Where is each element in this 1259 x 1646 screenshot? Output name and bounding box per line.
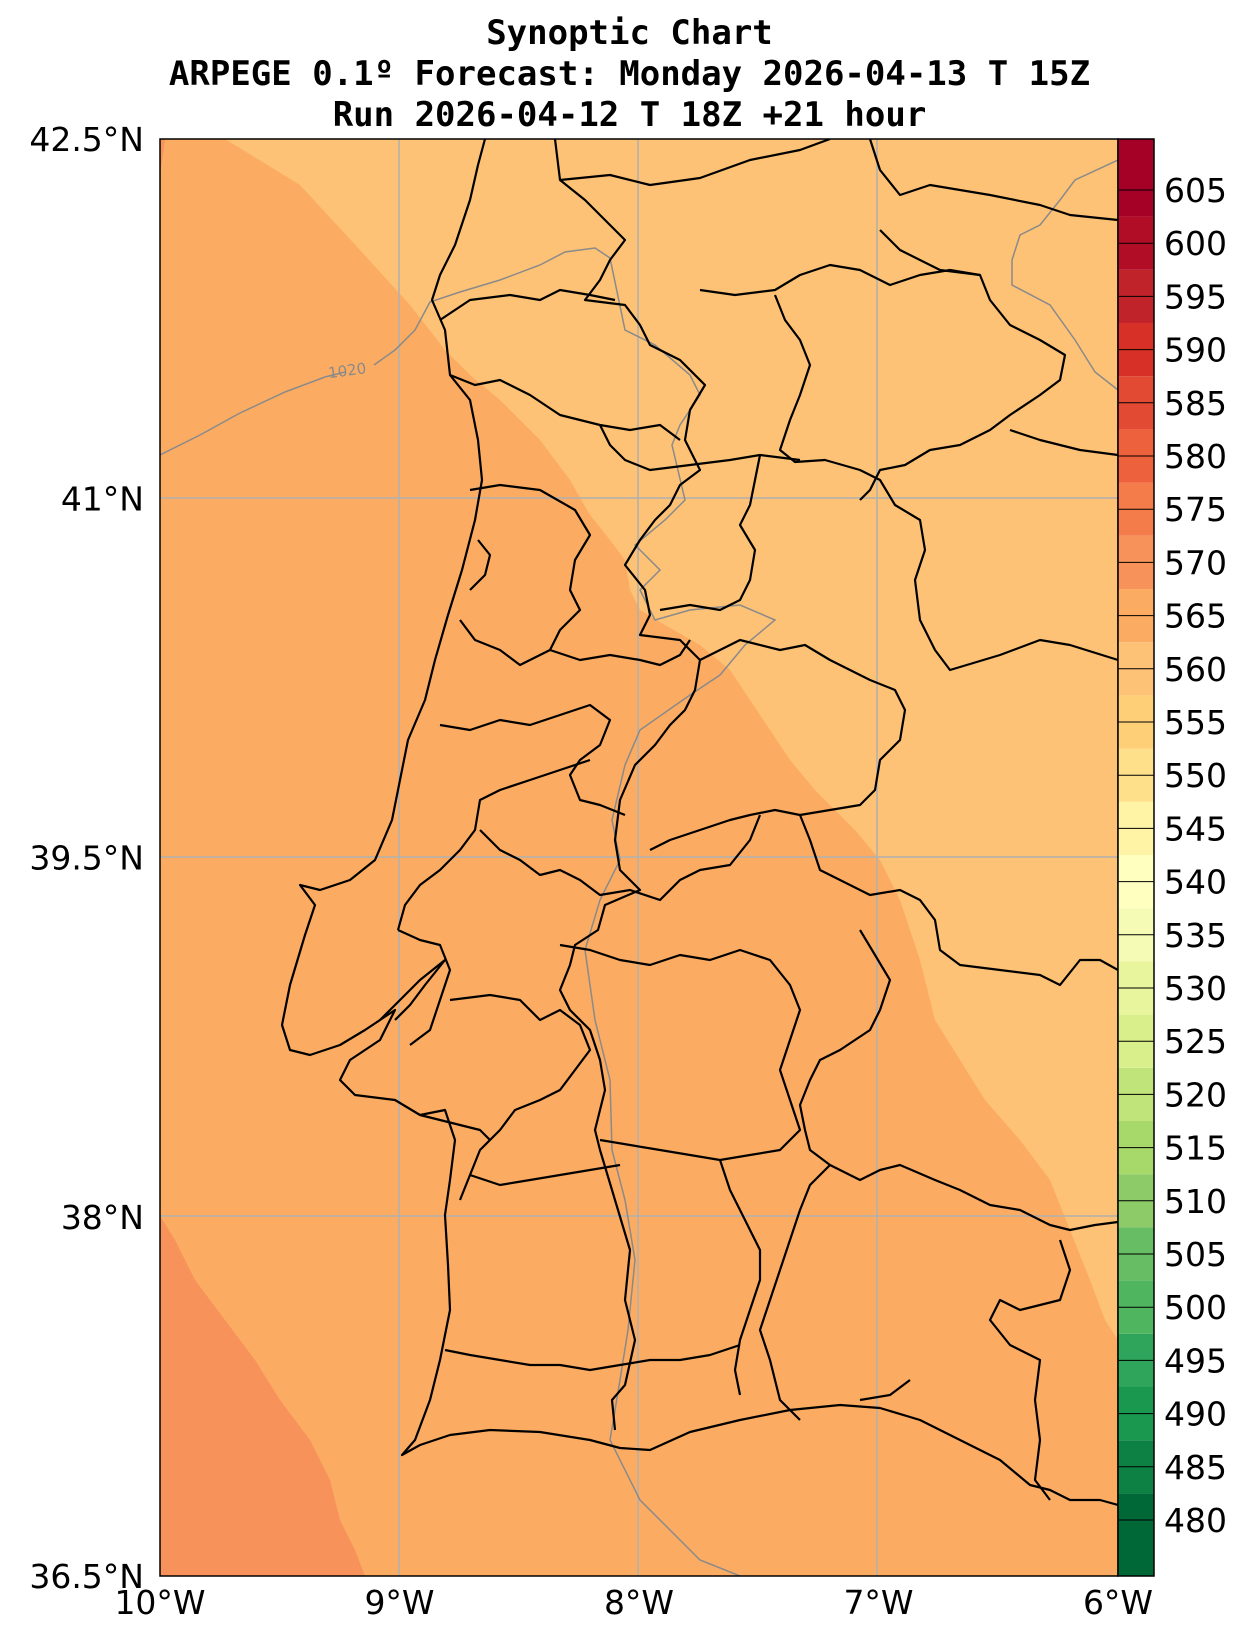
colorbar-label: 585	[1164, 384, 1227, 423]
border-pt-viseu	[549, 639, 691, 667]
colorbar-label: 575	[1164, 490, 1227, 529]
colorbar-label: 510	[1164, 1182, 1227, 1221]
isobar-east-segment	[1011, 159, 1118, 391]
border-pt-coimbra	[439, 703, 626, 817]
border-spain-leon	[699, 263, 1118, 672]
colorbar-label: 600	[1164, 224, 1227, 263]
border-spain-andalucia	[988, 1239, 1072, 1501]
colorbar-label: 555	[1164, 703, 1227, 742]
colorbar-label: 505	[1164, 1235, 1227, 1274]
colorbar-label: 570	[1164, 543, 1227, 582]
lat-tick-label: 42.5°N	[29, 120, 144, 159]
lon-tick-label: 9°W	[364, 1583, 434, 1622]
border-pt-sado	[419, 1113, 491, 1141]
colorbar-label: 590	[1164, 331, 1227, 370]
border-pt-evora	[559, 943, 802, 1162]
colorbar-label: 500	[1164, 1288, 1227, 1327]
border-pt-braga-porto	[449, 373, 681, 441]
isobar-1020	[160, 247, 777, 1576]
colorbar-label: 545	[1164, 809, 1227, 848]
map-area: 1020	[160, 139, 1118, 1576]
colorbar-label: 595	[1164, 277, 1227, 316]
border-pt-braganca	[659, 454, 762, 612]
colorbar-label: 560	[1164, 650, 1227, 689]
colorbar-label: 565	[1164, 597, 1227, 636]
colorbar-label: 580	[1164, 437, 1227, 476]
lat-tick-label: 39.5°N	[29, 839, 144, 878]
colorbar-label: 495	[1164, 1341, 1227, 1380]
lat-tick-label: 36.5°N	[29, 1557, 144, 1596]
fill-zone-570-575-southwest	[160, 1216, 365, 1576]
border-pt-porto-aveiro	[459, 483, 592, 667]
lon-tick-label: 10°W	[114, 1583, 205, 1622]
lat-tick-label: 41°N	[61, 479, 144, 518]
colorbar-label: 490	[1164, 1395, 1227, 1434]
border-portugal-spain	[553, 139, 707, 1431]
border-pt-faro	[444, 1343, 741, 1372]
fill-zone-570-575-west	[160, 139, 165, 175]
coastline-borders	[280, 139, 1118, 1507]
chart-title: Synoptic Chart	[486, 13, 773, 53]
gridlines	[160, 139, 1118, 1576]
chart-subtitle-forecast: ARPEGE 0.1º Forecast: Monday 2026-04-13 …	[168, 54, 1091, 94]
fill-zone-560-565	[225, 139, 1118, 1340]
border-pt-vila-real	[599, 424, 801, 472]
colorbar-frame	[1117, 138, 1155, 1577]
border-spain-galicia	[559, 139, 831, 187]
border-pt-santarem	[479, 814, 762, 902]
lon-tick-label: 7°W	[843, 1583, 913, 1622]
border-pt-ria-aveiro	[469, 539, 492, 591]
border-spain-castilla	[1009, 428, 1118, 457]
colorbar-segment	[1118, 139, 1154, 217]
colorbar-label: 530	[1164, 969, 1227, 1008]
border-pt-setubal	[449, 993, 592, 1201]
lat-tick-labels: 36.5°N 38°N 39.5°N 41°N 42.5°N	[29, 120, 144, 1596]
colorbar-label: 605	[1164, 171, 1227, 210]
lon-tick-labels: 10°W 9°W 8°W 7°W 6°W	[114, 1583, 1153, 1622]
border-spain-huelva	[758, 1164, 911, 1421]
colorbar-label: 525	[1164, 1022, 1227, 1061]
border-spain-north-1	[868, 139, 1118, 222]
colorbar-segment	[1118, 1493, 1154, 1576]
chart-subtitle-run: Run 2026-04-12 T 18Z +21 hour	[332, 95, 927, 135]
border-spain-extremadura-mid	[798, 814, 1118, 987]
lon-tick-label: 8°W	[604, 1583, 674, 1622]
colorbar-label: 480	[1164, 1501, 1227, 1540]
border-spain-extremadura-north	[649, 638, 907, 851]
border-pt-tejo	[379, 958, 447, 1021]
colorbar-label: 515	[1164, 1129, 1227, 1168]
colorbar: 480 485 490 495 500 505 510 515 520 525 530 535 540 5…	[1117, 138, 1227, 1577]
colorbar-label: 535	[1164, 916, 1227, 955]
border-pt-lisboa	[397, 928, 452, 1046]
lon-tick-label: 6°W	[1083, 1583, 1153, 1622]
border-pt-viana-braga	[439, 288, 616, 321]
colorbar-label: 485	[1164, 1448, 1227, 1487]
border-pt-beja	[469, 1159, 762, 1396]
colorbar-label: 550	[1164, 756, 1227, 795]
colorbar-label: 540	[1164, 863, 1227, 902]
colorbar-label: 520	[1164, 1075, 1227, 1114]
isobar-label: 1020	[327, 359, 367, 382]
coastline	[280, 139, 1118, 1507]
border-pt-leiria	[396, 758, 591, 931]
lat-tick-label: 38°N	[61, 1198, 144, 1237]
